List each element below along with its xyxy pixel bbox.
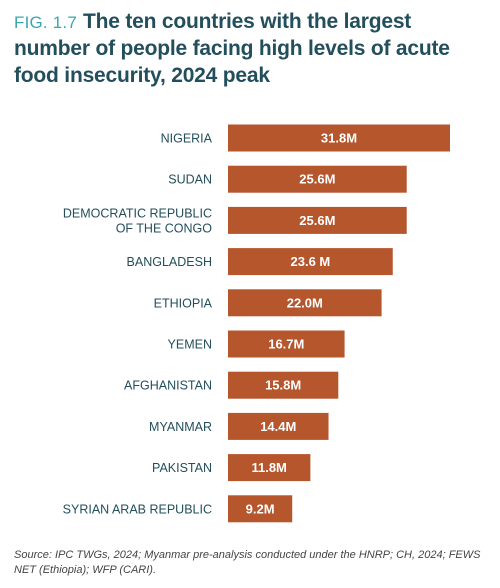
figure-title-block: FIG. 1.7 The ten countries with the large… xyxy=(14,8,490,89)
category-label-5: YEMEN xyxy=(168,338,212,352)
bar-3 xyxy=(228,248,393,276)
category-label-2-line-1: OF THE CONGO xyxy=(116,221,213,235)
bar-1 xyxy=(228,165,407,193)
chart-rows: 31.8M NIGERIA 25.6M SUDAN 25.6M DEMOCRATIC RE… xyxy=(63,124,450,523)
bar-value-label-0: 31.8M xyxy=(321,131,357,146)
bar-0 xyxy=(228,124,450,152)
bar-value-label-5: 16.7M xyxy=(268,337,304,352)
category-label-0: NIGERIA xyxy=(161,132,213,146)
bar-7 xyxy=(228,412,329,440)
bar-6 xyxy=(228,371,339,399)
bar-9 xyxy=(228,495,293,523)
category-label-4: ETHIOPIA xyxy=(154,296,213,310)
category-label-2-line-0: DEMOCRATIC REPUBLIC xyxy=(63,206,212,220)
category-label-9: SYRIAN ARAB REPUBLIC xyxy=(63,502,212,516)
bar-5 xyxy=(228,330,345,358)
bar-value-label-2: 25.6M xyxy=(299,213,335,228)
figure-title: The ten countries with the largest numbe… xyxy=(14,10,450,87)
bar-8 xyxy=(228,454,311,482)
bar-value-label-6: 15.8M xyxy=(265,378,301,393)
bar-value-label-3: 23.6 M xyxy=(291,254,331,269)
category-label-6: AFGHANISTAN xyxy=(124,379,212,393)
category-label-7: MYANMAR xyxy=(149,420,212,434)
bar-value-label-8: 11.8M xyxy=(251,460,286,475)
bar-value-label-7: 14.4M xyxy=(260,419,296,434)
figure-label: FIG. 1.7 xyxy=(14,13,78,32)
category-label-8: PAKISTAN xyxy=(152,461,212,475)
bar-chart: 31.8M NIGERIA 25.6M SUDAN 25.6M DEMOCRATIC RE… xyxy=(63,124,450,523)
source-note: Source: IPC TWGs, 2024; Myanmar pre-anal… xyxy=(14,549,481,576)
bar-2 xyxy=(228,206,407,234)
category-label-3: BANGLADESH xyxy=(127,255,212,269)
category-label-1: SUDAN xyxy=(168,173,212,187)
bar-4 xyxy=(228,289,382,317)
bar-value-label-9: 9.2M xyxy=(246,501,275,516)
bar-value-label-4: 22.0M xyxy=(287,295,323,310)
bar-value-label-1: 25.6M xyxy=(299,172,335,187)
